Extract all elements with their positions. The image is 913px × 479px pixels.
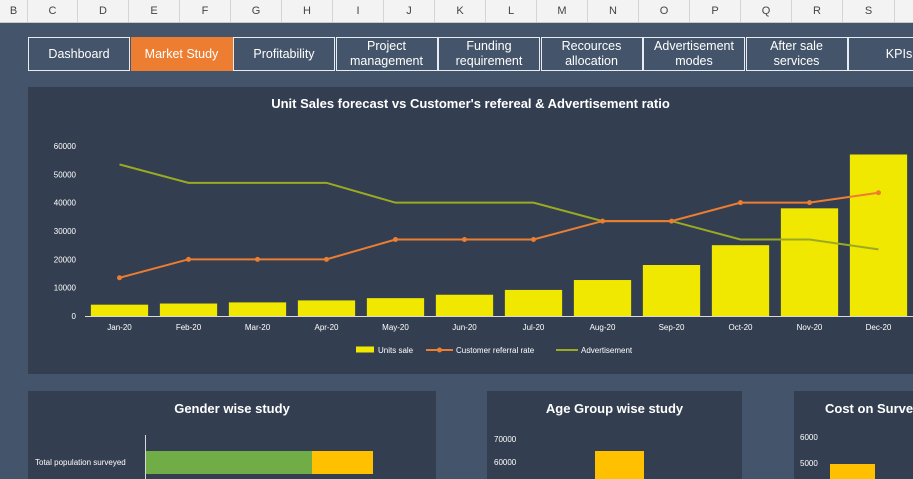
x-tick-label: Apr-20	[314, 323, 339, 332]
x-tick-label: Jan-20	[107, 323, 132, 332]
survey-cost-title: Cost on Survey	[825, 401, 913, 416]
tab-dashboard[interactable]: Dashboard	[28, 37, 130, 71]
units-sale-bar	[780, 208, 839, 316]
customer-referral-point	[186, 256, 191, 262]
x-tick-label: Aug-20	[590, 323, 616, 332]
units-sale-bar	[228, 302, 287, 316]
y-tick-label: 50000	[54, 170, 77, 179]
column-header-h[interactable]: H	[282, 0, 333, 22]
customer-referral-point	[807, 200, 812, 206]
units-sale-bar	[504, 289, 563, 316]
gender-study-panel: Gender wise study Total population surve…	[28, 391, 436, 479]
column-header-d[interactable]: D	[78, 0, 129, 22]
units-sale-bar	[573, 280, 632, 316]
column-header-n[interactable]: N	[588, 0, 639, 22]
column-header-b[interactable]: B	[0, 0, 28, 22]
column-header-j[interactable]: J	[384, 0, 435, 22]
units-sale-bar	[297, 300, 356, 316]
survey-cost-bar	[830, 464, 875, 479]
x-tick-label: Jul-20	[523, 323, 545, 332]
age-ytick-60000: 60000	[494, 458, 517, 467]
column-header-e[interactable]: E	[129, 0, 180, 22]
survey-cost-panel: Cost on Survey 6000 5000	[794, 391, 913, 479]
tab-profitability[interactable]: Profitability	[233, 37, 335, 71]
column-header-f[interactable]: F	[180, 0, 231, 22]
x-tick-label: Dec-20	[866, 323, 892, 332]
column-header-s[interactable]: S	[843, 0, 895, 22]
y-tick-label: 60000	[54, 142, 77, 151]
tab-advertisement-modes[interactable]: Advertisement modes	[643, 37, 745, 71]
customer-referral-point	[738, 200, 743, 206]
column-header-g[interactable]: G	[231, 0, 282, 22]
units-sale-bar	[642, 265, 701, 316]
y-tick-label: 20000	[54, 255, 77, 264]
column-header-c[interactable]: C	[28, 0, 78, 22]
x-tick-label: Sep-20	[659, 323, 685, 332]
legend-referral-marker	[437, 347, 442, 353]
y-tick-label: 30000	[54, 227, 77, 236]
age-group-title: Age Group wise study	[545, 401, 684, 416]
cost-ytick-5000: 5000	[800, 459, 818, 468]
customer-referral-point	[531, 237, 536, 242]
column-header-o[interactable]: O	[639, 0, 690, 22]
tab-kpis[interactable]: KPIs	[848, 37, 913, 71]
column-header-m[interactable]: M	[537, 0, 588, 22]
sales-forecast-title: Unit Sales forecast vs Customer's refere…	[271, 96, 670, 111]
x-tick-label: Mar-20	[245, 323, 271, 332]
x-tick-label: Oct-20	[728, 323, 753, 332]
customer-referral-point	[876, 190, 881, 196]
gender-category-label: Total population surveyed	[35, 458, 126, 467]
column-header-k[interactable]: K	[435, 0, 486, 22]
sales-forecast-chart: 0 10000 20000 30000 40000 50000 60000 Jan-20 Feb…	[54, 142, 913, 355]
column-header-l[interactable]: L	[486, 0, 537, 22]
age-group-panel: Age Group wise study 70000 60000	[487, 391, 742, 479]
units-sale-bar	[711, 245, 770, 316]
y-tick-label: 0	[72, 312, 77, 321]
x-tick-label: Jun-20	[452, 323, 477, 332]
gender-axis-line	[145, 435, 146, 479]
gender-bar-segment-1	[146, 451, 312, 474]
tab-funding-requirement[interactable]: Funding requirement	[438, 37, 540, 71]
column-header-q[interactable]: Q	[741, 0, 792, 22]
units-sale-bar	[366, 298, 425, 316]
column-header-i[interactable]: I	[333, 0, 384, 22]
legend-referral-label: Customer referral rate	[456, 346, 535, 355]
age-ytick-70000: 70000	[494, 435, 517, 444]
tab-project-management[interactable]: Project management	[335, 37, 438, 71]
age-group-bar	[595, 451, 644, 479]
x-tick-label: Nov-20	[797, 323, 823, 332]
customer-referral-point	[669, 218, 674, 224]
customer-referral-point	[324, 256, 329, 262]
customer-referral-line	[119, 191, 879, 279]
x-tick-label: Feb-20	[176, 323, 202, 332]
sales-forecast-panel: Unit Sales forecast vs Customer's refere…	[28, 87, 913, 374]
customer-referral-point	[255, 256, 260, 262]
gender-study-title: Gender wise study	[174, 401, 290, 416]
legend-units-label: Units sale	[378, 346, 414, 355]
units-sale-bar	[849, 154, 908, 316]
units-sale-bar	[90, 304, 149, 316]
tab-recources-allocation[interactable]: Recources allocation	[540, 37, 643, 71]
gender-bar-segment-2	[312, 451, 373, 474]
column-header-p[interactable]: P	[690, 0, 741, 22]
tab-market-study[interactable]: Market Study	[130, 37, 233, 71]
x-tick-label: May-20	[382, 323, 409, 332]
y-tick-label: 40000	[54, 199, 77, 208]
y-tick-label: 10000	[54, 284, 77, 293]
legend-advertisement-label: Advertisement	[581, 346, 633, 355]
column-header-r[interactable]: R	[792, 0, 843, 22]
units-sale-bar	[435, 294, 494, 316]
units-sale-bar	[159, 303, 218, 316]
customer-referral-point	[393, 237, 398, 242]
customer-referral-point	[600, 218, 605, 224]
advertisement-line	[119, 163, 879, 251]
customer-referral-point	[117, 275, 122, 281]
legend-units-swatch	[356, 346, 374, 353]
cost-ytick-6000: 6000	[800, 433, 818, 442]
customer-referral-point	[462, 237, 467, 242]
tab-after-sale-services[interactable]: After sale services	[745, 37, 848, 71]
